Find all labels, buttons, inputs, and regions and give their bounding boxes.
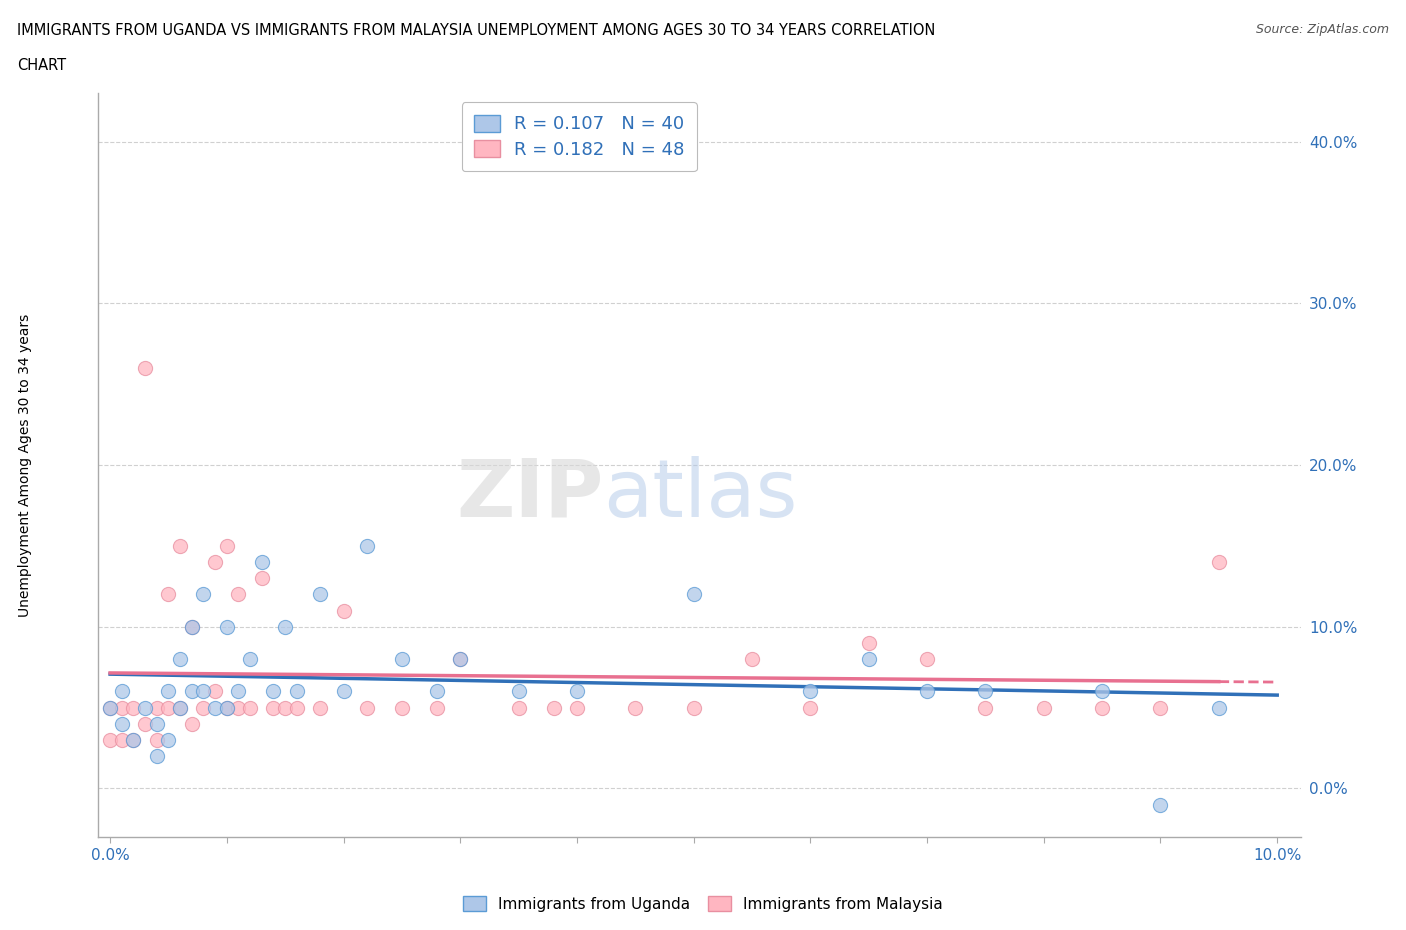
Point	[122, 733, 145, 748]
Point	[98, 733, 121, 748]
Point	[332, 604, 354, 618]
Point	[122, 733, 145, 748]
Point	[98, 700, 121, 715]
Point	[426, 700, 449, 715]
Point	[157, 700, 180, 715]
Point	[250, 571, 273, 586]
Point	[543, 700, 565, 715]
Point	[239, 652, 262, 667]
Point	[134, 716, 156, 731]
Point	[799, 700, 821, 715]
Point	[263, 700, 285, 715]
Legend: Immigrants from Uganda, Immigrants from Malaysia: Immigrants from Uganda, Immigrants from …	[457, 890, 949, 918]
Point	[215, 619, 238, 634]
Text: Unemployment Among Ages 30 to 34 years: Unemployment Among Ages 30 to 34 years	[18, 313, 32, 617]
Point	[157, 684, 180, 698]
Point	[915, 684, 938, 698]
Point	[624, 700, 647, 715]
Point	[508, 700, 530, 715]
Point	[1032, 700, 1054, 715]
Point	[193, 587, 215, 602]
Text: Source: ZipAtlas.com: Source: ZipAtlas.com	[1256, 23, 1389, 36]
Point	[356, 700, 378, 715]
Point	[169, 538, 191, 553]
Point	[508, 684, 530, 698]
Point	[146, 700, 169, 715]
Point	[204, 684, 226, 698]
Point	[682, 700, 704, 715]
Point	[858, 652, 880, 667]
Point	[263, 684, 285, 698]
Point	[915, 652, 938, 667]
Point	[193, 700, 215, 715]
Point	[565, 684, 588, 698]
Point	[239, 700, 262, 715]
Point	[1091, 700, 1114, 715]
Point	[741, 652, 763, 667]
Point	[111, 700, 134, 715]
Point	[193, 684, 215, 698]
Point	[204, 700, 226, 715]
Point	[169, 652, 191, 667]
Point	[215, 700, 238, 715]
Point	[682, 587, 704, 602]
Point	[228, 587, 250, 602]
Point	[180, 619, 202, 634]
Point	[228, 700, 250, 715]
Point	[274, 700, 297, 715]
Point	[426, 684, 449, 698]
Point	[215, 538, 238, 553]
Point	[974, 700, 997, 715]
Point	[134, 700, 156, 715]
Point	[274, 619, 297, 634]
Point	[157, 587, 180, 602]
Point	[111, 733, 134, 748]
Point	[285, 684, 308, 698]
Point	[146, 716, 169, 731]
Text: atlas: atlas	[603, 456, 797, 534]
Point	[1091, 684, 1114, 698]
Point	[1208, 700, 1230, 715]
Point	[146, 749, 169, 764]
Point	[228, 684, 250, 698]
Point	[250, 554, 273, 569]
Point	[1208, 554, 1230, 569]
Point	[146, 733, 169, 748]
Point	[449, 652, 471, 667]
Point	[285, 700, 308, 715]
Point	[180, 684, 202, 698]
Point	[309, 587, 332, 602]
Point	[332, 684, 354, 698]
Point	[215, 700, 238, 715]
Point	[356, 538, 378, 553]
Point	[122, 700, 145, 715]
Point	[98, 700, 121, 715]
Point	[204, 554, 226, 569]
Point	[111, 684, 134, 698]
Point	[309, 700, 332, 715]
Point	[180, 619, 202, 634]
Point	[858, 635, 880, 650]
Point	[180, 716, 202, 731]
Point	[169, 700, 191, 715]
Point	[974, 684, 997, 698]
Point	[111, 716, 134, 731]
Text: ZIP: ZIP	[456, 456, 603, 534]
Text: IMMIGRANTS FROM UGANDA VS IMMIGRANTS FROM MALAYSIA UNEMPLOYMENT AMONG AGES 30 TO: IMMIGRANTS FROM UGANDA VS IMMIGRANTS FRO…	[17, 23, 935, 38]
Point	[1149, 797, 1171, 812]
Point	[799, 684, 821, 698]
Point	[169, 700, 191, 715]
Point	[1149, 700, 1171, 715]
Point	[449, 652, 471, 667]
Point	[391, 652, 413, 667]
Point	[565, 700, 588, 715]
Point	[391, 700, 413, 715]
Point	[157, 733, 180, 748]
Text: CHART: CHART	[17, 58, 66, 73]
Legend: R = 0.107   N = 40, R = 0.182   N = 48: R = 0.107 N = 40, R = 0.182 N = 48	[461, 102, 697, 171]
Point	[134, 361, 156, 376]
